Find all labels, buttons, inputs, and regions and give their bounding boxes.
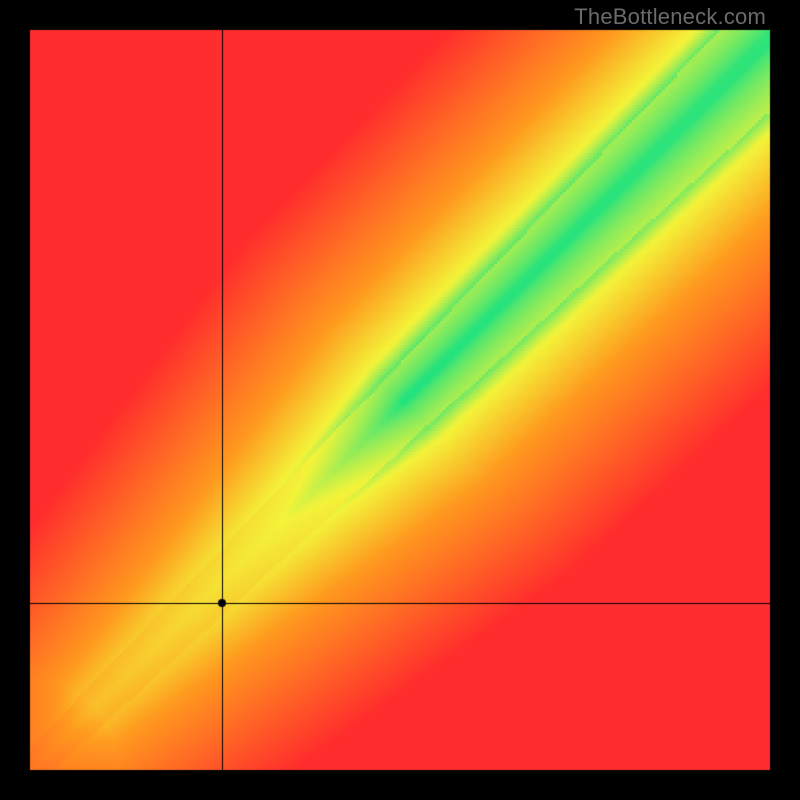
bottleneck-heatmap bbox=[0, 0, 800, 800]
chart-container: TheBottleneck.com bbox=[0, 0, 800, 800]
watermark-text: TheBottleneck.com bbox=[574, 4, 766, 30]
